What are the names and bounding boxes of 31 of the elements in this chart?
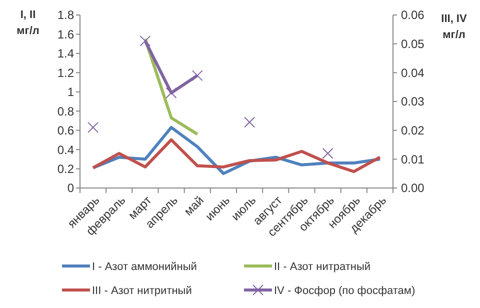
y-tick-label: 1 [67,85,74,100]
y2-tick-label: 0.05 [401,37,425,52]
point [244,116,256,128]
point [140,35,151,46]
point [88,122,99,133]
point [322,148,334,159]
y2-tick-label: 0.01 [401,152,425,166]
y2-axis-title: III, IV мг/л [441,13,468,41]
line-series [92,138,382,174]
y-tick-label: 1.6 [57,27,74,42]
y-tick-label: 1.8 [57,8,74,22]
y2-tick-label: 0.02 [401,124,425,138]
y2-tick-label: 0.06 [401,8,425,22]
legend-label: IV - Фосфор (по фосфатам) [274,284,416,297]
point [192,70,203,82]
y-tick-label: 1.4 [57,46,74,61]
y-tick-label: 0.4 [57,142,74,157]
legend-label: I - Азот аммонийный [92,260,197,273]
y-tick-label: 0.6 [57,124,74,138]
y-tick-label: 0 [67,181,74,196]
legend-label: III - Азот нитритный [92,284,192,297]
y2-tick-label: 0.03 [401,94,425,109]
legend-label: II - Азот нитратный [274,260,371,273]
point [166,87,177,98]
x-tick-label: май [181,193,206,218]
y-axis-title: I, II мг/л [16,9,40,37]
y-tick-label: 0.2 [57,162,74,176]
y2-tick-label: 0.00 [401,181,425,196]
y2-tick-label: 0.04 [401,66,425,80]
y-tick-label: 1.2 [57,66,74,80]
y-tick-label: 0.8 [57,104,74,118]
